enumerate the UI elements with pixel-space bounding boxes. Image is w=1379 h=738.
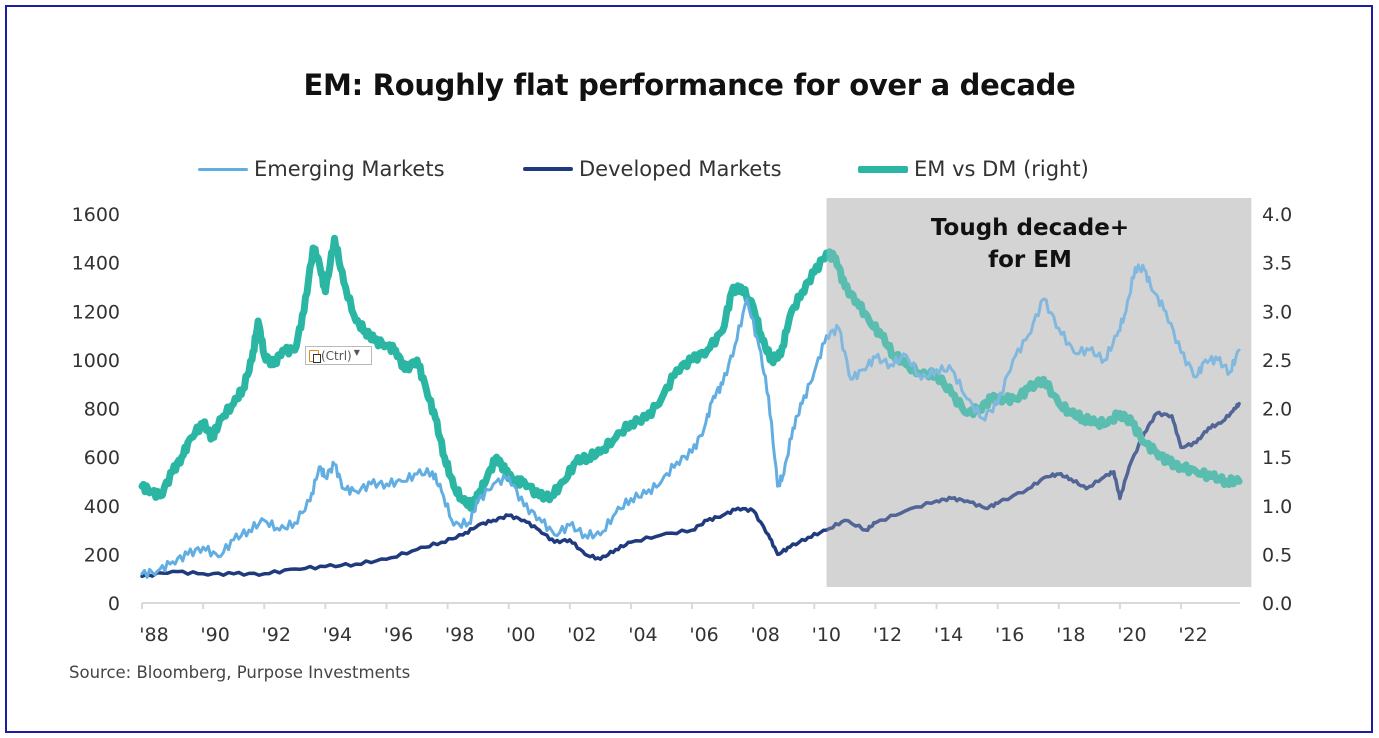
shaded-region-overlay [826,198,1252,587]
y-left-tick-label: 200 [84,544,120,566]
legend-item-developed-markets: Developed Markets [523,157,782,181]
x-tick-label: '14 [934,624,963,646]
series-em-vs-dm [138,234,1243,512]
legend-label-em-vs-dm: EM vs DM (right) [914,157,1089,181]
y-right-tick-label: 4.0 [1262,204,1292,226]
clipboard-paste-icon [309,349,321,363]
y-left-tick-label: 0 [108,593,120,615]
annotation-text: for EM [988,247,1072,273]
y-right-tick-label: 1.5 [1262,447,1292,469]
x-tick-label: '22 [1178,624,1207,646]
x-tick-label: '90 [200,624,229,646]
y-right-tick-label: 2.5 [1262,350,1292,372]
y-right-tick-label: 2.0 [1262,399,1292,421]
dropdown-arrow-icon: ▼ [353,348,360,357]
x-tick-label: '16 [995,624,1024,646]
legend-label-developed-markets: Developed Markets [579,157,782,181]
x-tick-label: '94 [323,624,352,646]
x-tick-label: '08 [750,624,779,646]
x-tick-label: '10 [812,624,841,646]
legend-swatch-developed-markets [523,167,573,171]
legend-label-emerging-markets: Emerging Markets [254,157,445,181]
y-left-tick-label: 1600 [72,204,120,226]
legend-swatch-em-vs-dm [858,165,908,173]
y-left-tick-label: 1000 [72,350,120,372]
x-tick-label: '12 [873,624,902,646]
x-tick-label: '00 [506,624,535,646]
x-tick-label: '96 [384,624,413,646]
x-tick-label: '98 [445,624,474,646]
paste-options-button[interactable]: (Ctrl) ▼ [305,346,372,365]
y-left-tick-label: 1200 [72,301,120,323]
series-emerging-markets [140,263,1241,579]
chart-frame [5,5,1373,733]
x-tick-label: '88 [139,624,168,646]
legend-swatch-emerging-markets [198,167,248,171]
y-right-tick-label: 0.0 [1262,593,1292,615]
x-tick-label: '20 [1117,624,1146,646]
chart-title: EM: Roughly flat performance for over a … [303,68,1076,102]
shaded-region [826,198,1252,587]
x-tick-label: '06 [689,624,718,646]
x-tick-label: '04 [628,624,657,646]
y-left-tick-label: 800 [84,399,120,421]
y-left-tick-label: 400 [84,496,120,518]
y-right-tick-label: 1.0 [1262,496,1292,518]
x-tick-label: '92 [262,624,291,646]
x-tick-label: '18 [1056,624,1085,646]
series-developed-markets [140,401,1241,579]
y-left-tick-label: 600 [84,447,120,469]
annotation-text: Tough decade+ [931,215,1129,241]
x-tick-label: '02 [567,624,596,646]
legend: Emerging Markets Developed Markets EM vs… [0,157,1379,185]
source-note: Source: Bloomberg, Purpose Investments [69,663,411,682]
y-right-tick-label: 3.5 [1262,253,1292,275]
legend-item-emerging-markets: Emerging Markets [198,157,445,181]
legend-item-em-vs-dm: EM vs DM (right) [858,157,1089,181]
y-left-tick-label: 1400 [72,253,120,275]
y-right-tick-label: 3.0 [1262,301,1292,323]
paste-options-label: (Ctrl) [321,348,352,363]
y-right-tick-label: 0.5 [1262,544,1292,566]
